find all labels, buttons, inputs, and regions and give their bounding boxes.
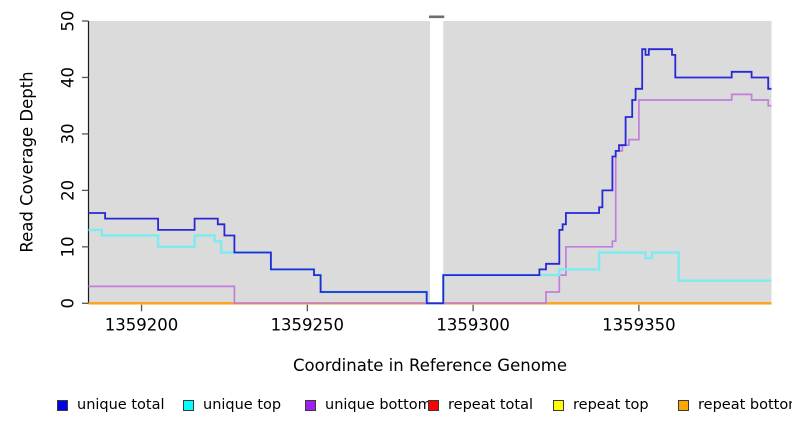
coverage-plot: 1359200 1359250 1359300 1359350 0 10 20 30 40 50	[59, 11, 772, 334]
y-tick-label: 20	[59, 180, 78, 201]
legend: unique total unique top unique bottom re…	[0, 397, 792, 419]
y-axis-label: Read Coverage Depth	[17, 71, 37, 253]
coverage-gap-mask	[430, 20, 444, 304]
repeat-top-swatch-icon	[553, 399, 564, 411]
legend-item-repeat-top: repeat top	[553, 397, 649, 413]
legend-item-repeat-bottom: repeat bottom	[678, 397, 792, 413]
x-tick-label: 1359350	[602, 315, 676, 334]
y-tick-label: 0	[59, 298, 78, 309]
coverage-gap-marker	[429, 15, 445, 19]
legend-label: repeat total	[448, 397, 534, 413]
x-tick-label: 1359200	[105, 315, 179, 334]
y-tick-label: 10	[59, 236, 78, 257]
legend-label: repeat top	[573, 397, 649, 413]
legend-item-unique-bottom: unique bottom	[305, 397, 432, 413]
repeat-bottom-swatch-icon	[678, 399, 689, 411]
series-line-unique-total	[88, 48, 772, 305]
x-axis-label: Coordinate in Reference Genome	[292, 356, 568, 375]
unique-top-swatch-icon	[183, 399, 194, 411]
y-tick-label: 30	[59, 123, 78, 144]
legend-item-unique-top: unique top	[183, 397, 281, 413]
legend-item-unique-total: unique total	[57, 397, 165, 413]
legend-item-repeat-total: repeat total	[428, 397, 533, 413]
unique-bottom-swatch-icon	[305, 399, 316, 411]
repeat-total-swatch-icon	[428, 399, 439, 411]
legend-label: unique bottom	[325, 397, 432, 413]
legend-label: repeat bottom	[698, 397, 792, 413]
y-tick-label: 40	[59, 67, 78, 88]
legend-label: unique top	[203, 397, 282, 413]
unique-total-swatch-icon	[57, 399, 68, 411]
x-tick-label: 1359250	[271, 315, 345, 334]
y-tick-label: 50	[59, 11, 78, 32]
legend-label: unique total	[77, 397, 165, 413]
x-tick-label: 1359300	[436, 315, 510, 334]
